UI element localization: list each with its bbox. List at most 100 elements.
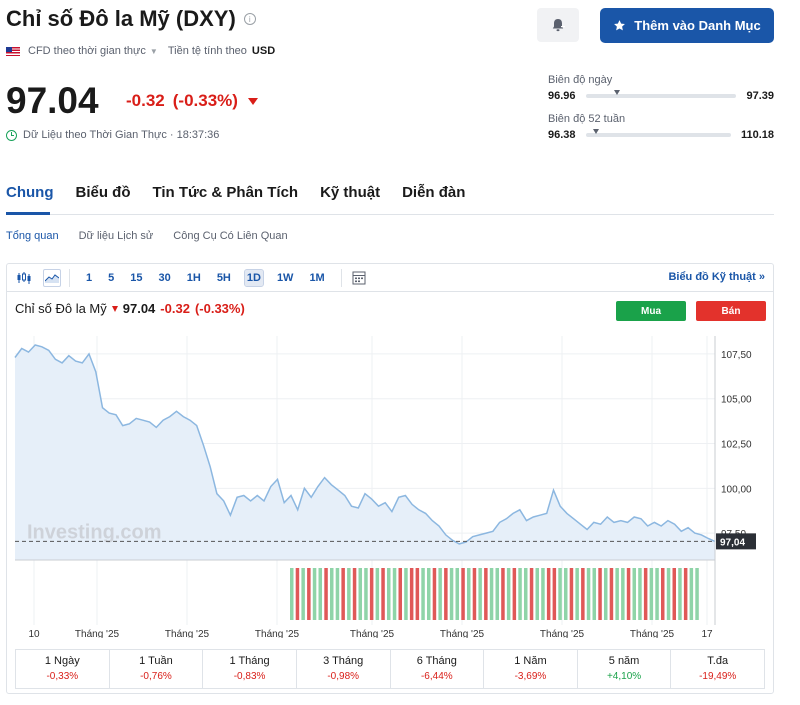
x-tick-label: Tháng '25	[165, 629, 210, 638]
chart-instrument-name: Chỉ số Đô la Mỹ	[15, 301, 107, 316]
performance-period: 1 Tháng	[229, 655, 270, 667]
volume-bar	[604, 568, 608, 620]
sub-info: CFD theo thời gian thực ▼ Tiền tệ tính t…	[6, 45, 275, 57]
buy-button[interactable]: Mua	[616, 301, 686, 321]
volume-bar	[643, 568, 648, 620]
volume-bar	[535, 568, 539, 620]
calendar-icon[interactable]	[350, 269, 368, 287]
tab-dien-dan[interactable]: Diễn đàn	[402, 184, 466, 201]
y-tick-label: 107,50	[721, 350, 752, 361]
volume-bar	[689, 568, 694, 620]
x-tick-label: Tháng '25	[440, 629, 485, 638]
timeframe-1d[interactable]: 1D	[243, 268, 264, 287]
timeframe-1[interactable]: 1	[86, 271, 93, 284]
technical-chart-link[interactable]: Biểu đồ Kỹ thuật »	[668, 271, 765, 283]
tab-chung[interactable]: Chung	[6, 184, 54, 201]
performance-cell: 1 Tháng -0,83%	[203, 650, 297, 688]
week52-range-bar	[585, 129, 731, 137]
performance-period: 6 Tháng	[416, 655, 457, 667]
volume-bar	[381, 568, 385, 620]
x-tick-label: Tháng '25	[75, 629, 120, 638]
volume-bar	[369, 568, 374, 620]
sell-button[interactable]: Bán	[696, 301, 766, 321]
investing-watermark: Investing.com	[27, 521, 161, 543]
cfd-label[interactable]: CFD theo thời gian thực	[28, 45, 146, 57]
volume-bar	[569, 568, 574, 620]
y-tick-label: 100,00	[721, 484, 752, 495]
chart-header: Chỉ số Đô la Mỹ 97.04 -0.32 (-0.33%)	[15, 301, 245, 316]
candlestick-icon[interactable]	[15, 269, 33, 287]
volume-bar	[655, 568, 659, 620]
volume-bar	[564, 568, 568, 620]
tab-ky-thuat[interactable]: Kỹ thuật	[320, 184, 381, 201]
volume-bar	[615, 568, 619, 620]
performance-period: 1 Tuần	[139, 655, 173, 667]
chevron-down-icon[interactable]: ▼	[149, 46, 158, 56]
performance-cell: 1 Tuần -0,76%	[110, 650, 204, 688]
timeframe-15[interactable]: 15	[130, 271, 143, 284]
volume-bar	[489, 568, 494, 620]
performance-period: T.đa	[707, 655, 729, 667]
week52-range-label: Biên độ 52 tuần	[548, 113, 626, 125]
change-value: -0.32	[126, 91, 165, 110]
performance-value: -6,44%	[420, 671, 453, 682]
bell-plus-icon	[552, 19, 565, 32]
info-icon[interactable]: i	[243, 13, 256, 25]
week52-range: Biên độ 52 tuần 96.38 110.18	[548, 113, 774, 141]
volume-bar	[672, 568, 676, 620]
volume-bar	[392, 568, 397, 620]
tab-tin-tuc[interactable]: Tin Tức & Phân Tích	[152, 184, 299, 201]
performance-value: +4,10%	[606, 671, 642, 682]
timeframe-30[interactable]: 30	[158, 271, 171, 284]
volume-bar	[461, 568, 465, 620]
subtab-history[interactable]: Dữ liệu Lịch sử	[78, 230, 154, 242]
star-icon	[614, 20, 626, 31]
volume-bar	[404, 568, 408, 620]
volume-bar	[529, 568, 534, 620]
volume-bar	[609, 568, 614, 620]
performance-value: -0,98%	[327, 671, 360, 682]
volume-bar	[438, 568, 442, 620]
volume-bar	[683, 568, 688, 620]
y-tick-label: 102,50	[721, 440, 752, 451]
us-flag-icon	[6, 46, 20, 56]
day-range-label: Biên độ ngày	[548, 74, 613, 86]
tab-bieu-do[interactable]: Biểu đồ	[75, 184, 131, 201]
clock-icon	[6, 129, 17, 141]
timeframe-1w[interactable]: 1W	[276, 271, 294, 284]
volume-bar	[352, 568, 357, 620]
volume-bar	[649, 568, 654, 620]
alert-button[interactable]	[537, 8, 579, 42]
volume-bar	[512, 568, 517, 620]
volume-bar	[495, 568, 499, 620]
volume-bar	[558, 568, 562, 620]
add-to-watchlist-button[interactable]: Thêm vào Danh Mục	[600, 8, 774, 43]
timeframe-5[interactable]: 5	[108, 271, 115, 284]
price-line	[14, 344, 716, 545]
volume-bar	[330, 568, 334, 620]
performance-period: 5 năm	[608, 655, 640, 667]
performance-value: -0,83%	[233, 671, 266, 682]
realtime-label: Dữ Liệu theo Thời Gian Thực · 18:37:36	[23, 129, 220, 141]
volume-bar	[678, 568, 682, 620]
timeframe-1m[interactable]: 1M	[309, 271, 325, 284]
volume-bar	[318, 568, 322, 620]
volume-bar	[324, 568, 328, 620]
volume-bar	[541, 568, 545, 620]
chart-change-percent: (-0.33%)	[194, 301, 245, 316]
timeframe-5h[interactable]: 5H	[216, 271, 231, 284]
volume-bar	[341, 568, 345, 620]
volume-bar	[506, 568, 511, 620]
volume-bar	[449, 568, 454, 620]
timeframe-1h[interactable]: 1H	[186, 271, 201, 284]
area-chart-icon[interactable]	[43, 268, 61, 287]
current-price-badge	[716, 533, 756, 550]
subtab-overview[interactable]: Tổng quan	[6, 230, 59, 242]
volume-bar	[592, 568, 596, 620]
x-tick-label: Tháng '25	[540, 629, 585, 638]
performance-value: -3,69%	[514, 671, 547, 682]
price-chart[interactable]: Investing.com 107,50 105,00 102,50 100,00 97,…	[7, 328, 773, 638]
main-tabs: Chung Biểu đồ Tin Tức & Phân Tích Kỹ thu…	[6, 184, 465, 201]
chart-price: 97.04	[122, 301, 156, 316]
subtab-related[interactable]: Công Cụ Có Liên Quan	[173, 230, 288, 242]
